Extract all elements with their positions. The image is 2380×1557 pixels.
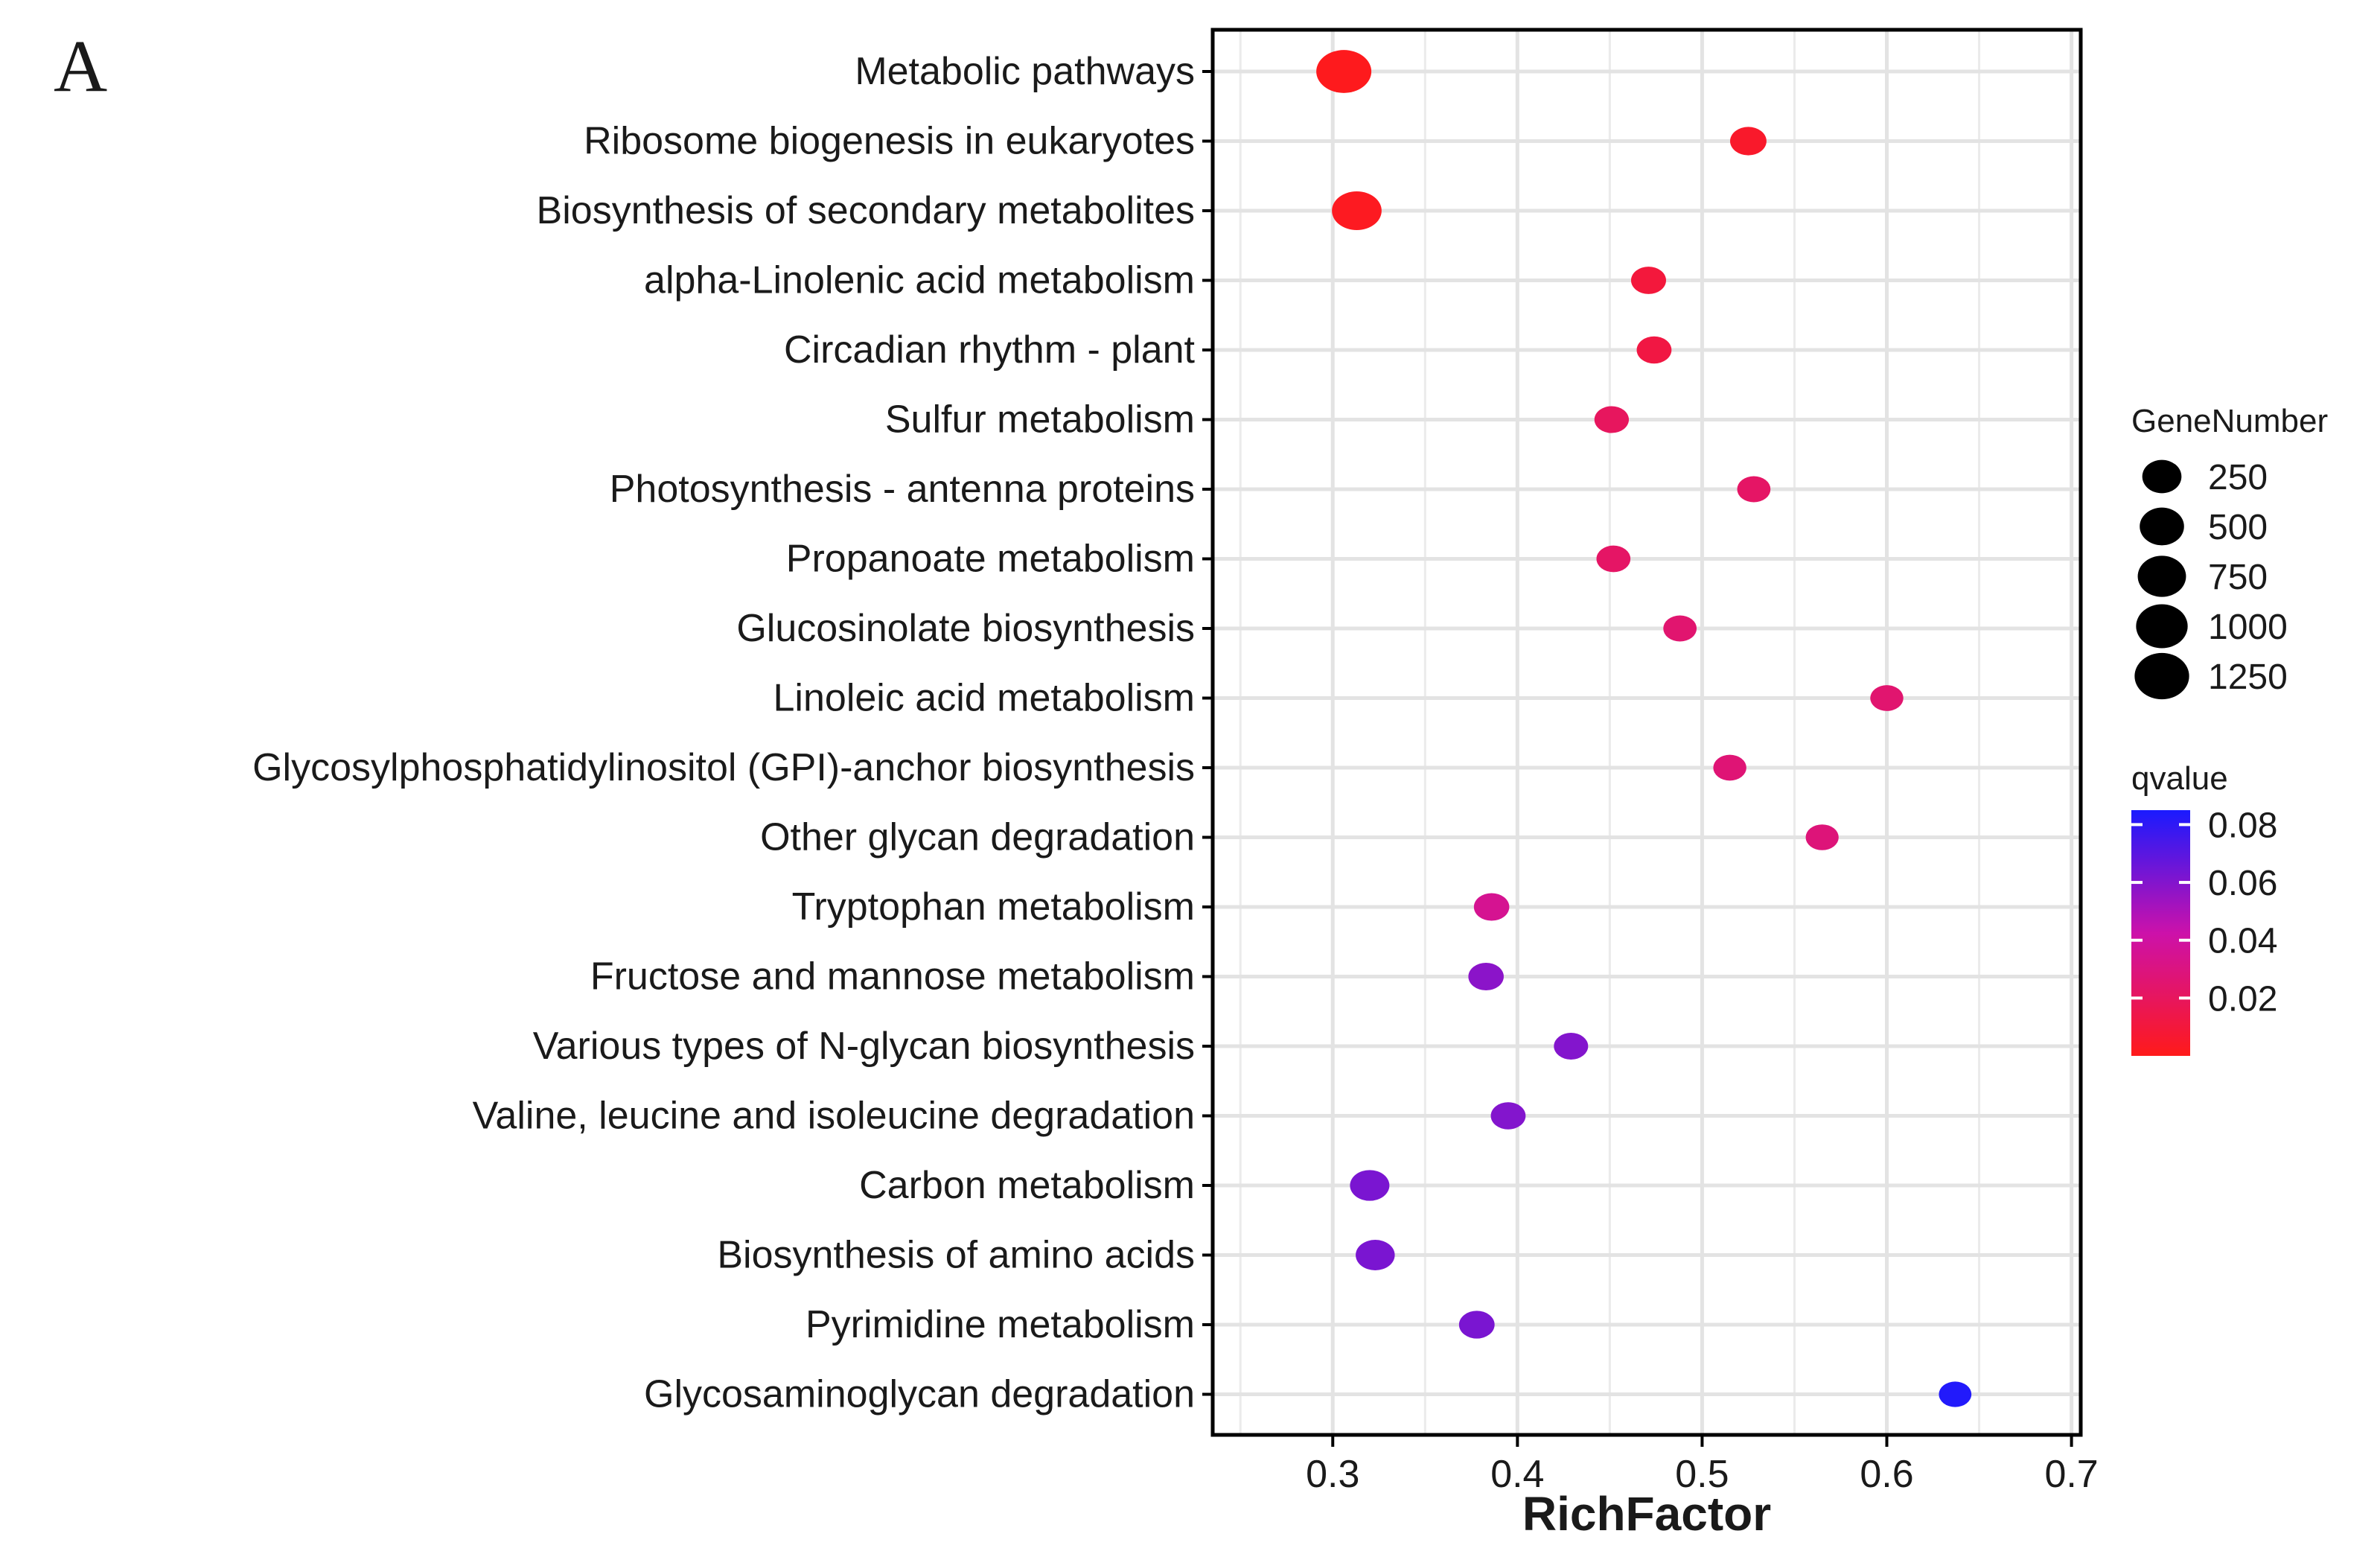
data-point <box>1870 685 1904 711</box>
size-legend-label: 1250 <box>2208 657 2288 697</box>
y-tick-label: Biosynthesis of secondary metabolites <box>537 189 1195 232</box>
colorbar-tick-label: 0.08 <box>2208 806 2277 845</box>
y-tick-label: Photosynthesis - antenna proteins <box>610 468 1195 511</box>
data-point <box>1636 336 1672 364</box>
qvalue-colorbar <box>2131 810 2190 1056</box>
y-tick-label: Sulfur metabolism <box>885 398 1195 442</box>
colorbar-tick-label: 0.02 <box>2208 979 2277 1019</box>
x-axis-title: RichFactor <box>1522 1487 1771 1541</box>
color-legend-title: qvalue <box>2131 760 2228 797</box>
y-tick-label: Glucosinolate biosynthesis <box>736 607 1195 650</box>
data-point <box>1554 1033 1589 1060</box>
data-point <box>1350 1170 1390 1201</box>
y-tick-label: Pyrimidine metabolism <box>805 1303 1195 1346</box>
data-point <box>1316 50 1372 93</box>
x-tick-label: 0.6 <box>1860 1453 1913 1496</box>
size-legend-dot <box>2142 459 2182 494</box>
x-tick-label: 0.5 <box>1675 1453 1729 1496</box>
data-point <box>1594 406 1629 433</box>
size-legend-label: 250 <box>2208 458 2268 497</box>
data-point <box>1663 615 1697 642</box>
plot-panel-border <box>1210 28 2083 1437</box>
data-point <box>1490 1102 1526 1130</box>
size-legend-label: 1000 <box>2208 608 2288 647</box>
y-tick-label: Fructose and mannose metabolism <box>590 955 1195 999</box>
data-point <box>1596 545 1631 573</box>
data-point <box>1473 893 1510 921</box>
size-legend: GeneNumber 250 500 750 1000 1250 <box>2131 403 2328 700</box>
colorbar-tick-label: 0.06 <box>2208 864 2277 903</box>
color-legend: qvalue 0.08 0.06 0.04 0.02 <box>2131 760 2277 1056</box>
size-legend-dot <box>2136 604 2188 649</box>
y-tick-label: Metabolic pathways <box>855 50 1195 93</box>
data-points <box>1316 50 1972 1407</box>
data-point <box>1458 1311 1495 1339</box>
data-point <box>1805 824 1839 850</box>
y-axis: Metabolic pathways Ribosome biogenesis in… <box>252 50 1213 1416</box>
y-tick-label: Glycosylphosphatidylinositol (GPI)-ancho… <box>252 746 1195 789</box>
x-tick-label: 0.4 <box>1490 1453 1544 1496</box>
grid-lines <box>1213 30 2081 1435</box>
colorbar-tick-label: 0.04 <box>2208 922 2277 961</box>
size-legend-dot <box>2137 555 2186 597</box>
data-point <box>1630 267 1667 294</box>
x-tick-label: 0.7 <box>2044 1453 2098 1496</box>
x-tick-label: 0.3 <box>1306 1453 1359 1496</box>
data-point <box>1729 127 1767 156</box>
data-point <box>1356 1240 1395 1270</box>
panel-label: A <box>54 25 107 107</box>
data-point <box>1468 962 1504 991</box>
size-legend-label: 750 <box>2208 558 2268 597</box>
size-legend-title: GeneNumber <box>2131 403 2328 439</box>
size-legend-dot <box>2140 507 2184 546</box>
y-tick-label: Carbon metabolism <box>859 1164 1195 1207</box>
y-tick-label: Glycosaminoglycan degradation <box>644 1373 1195 1416</box>
data-point <box>1939 1381 1972 1407</box>
size-legend-dot <box>2134 652 2189 700</box>
y-tick-label: Ribosome biogenesis in eukaryotes <box>584 120 1195 163</box>
y-tick-label: Various types of N-glycan biosynthesis <box>533 1025 1195 1068</box>
y-tick-label: Circadian rhythm - plant <box>784 328 1196 372</box>
y-tick-label: Tryptophan metabolism <box>792 885 1195 929</box>
y-tick-label: Propanoate metabolism <box>786 538 1195 581</box>
y-tick-label: Valine, leucine and isoleucine degradati… <box>473 1095 1195 1138</box>
y-tick-label: Other glycan degradation <box>760 816 1195 859</box>
data-point <box>1713 754 1746 781</box>
data-point <box>1332 191 1382 231</box>
x-axis: 0.3 0.4 0.5 0.6 0.7 <box>1306 1435 2099 1496</box>
size-legend-label: 500 <box>2208 508 2268 547</box>
data-point <box>1737 476 1771 503</box>
y-tick-label: Biosynthesis of amino acids <box>717 1234 1195 1277</box>
y-tick-label: alpha-Linolenic acid metabolism <box>644 259 1195 302</box>
y-tick-label: Linoleic acid metabolism <box>773 677 1196 720</box>
